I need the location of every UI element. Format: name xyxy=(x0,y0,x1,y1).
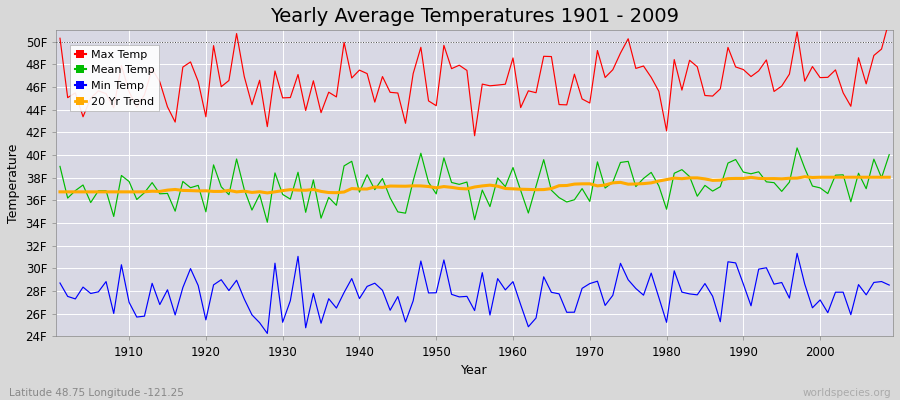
Title: Yearly Average Temperatures 1901 - 2009: Yearly Average Temperatures 1901 - 2009 xyxy=(270,7,680,26)
Text: worldspecies.org: worldspecies.org xyxy=(803,388,891,398)
X-axis label: Year: Year xyxy=(462,364,488,377)
Y-axis label: Temperature: Temperature xyxy=(7,144,20,223)
Legend: Max Temp, Mean Temp, Min Temp, 20 Yr Trend: Max Temp, Mean Temp, Min Temp, 20 Yr Tre… xyxy=(70,45,159,111)
Text: Latitude 48.75 Longitude -121.25: Latitude 48.75 Longitude -121.25 xyxy=(9,388,184,398)
